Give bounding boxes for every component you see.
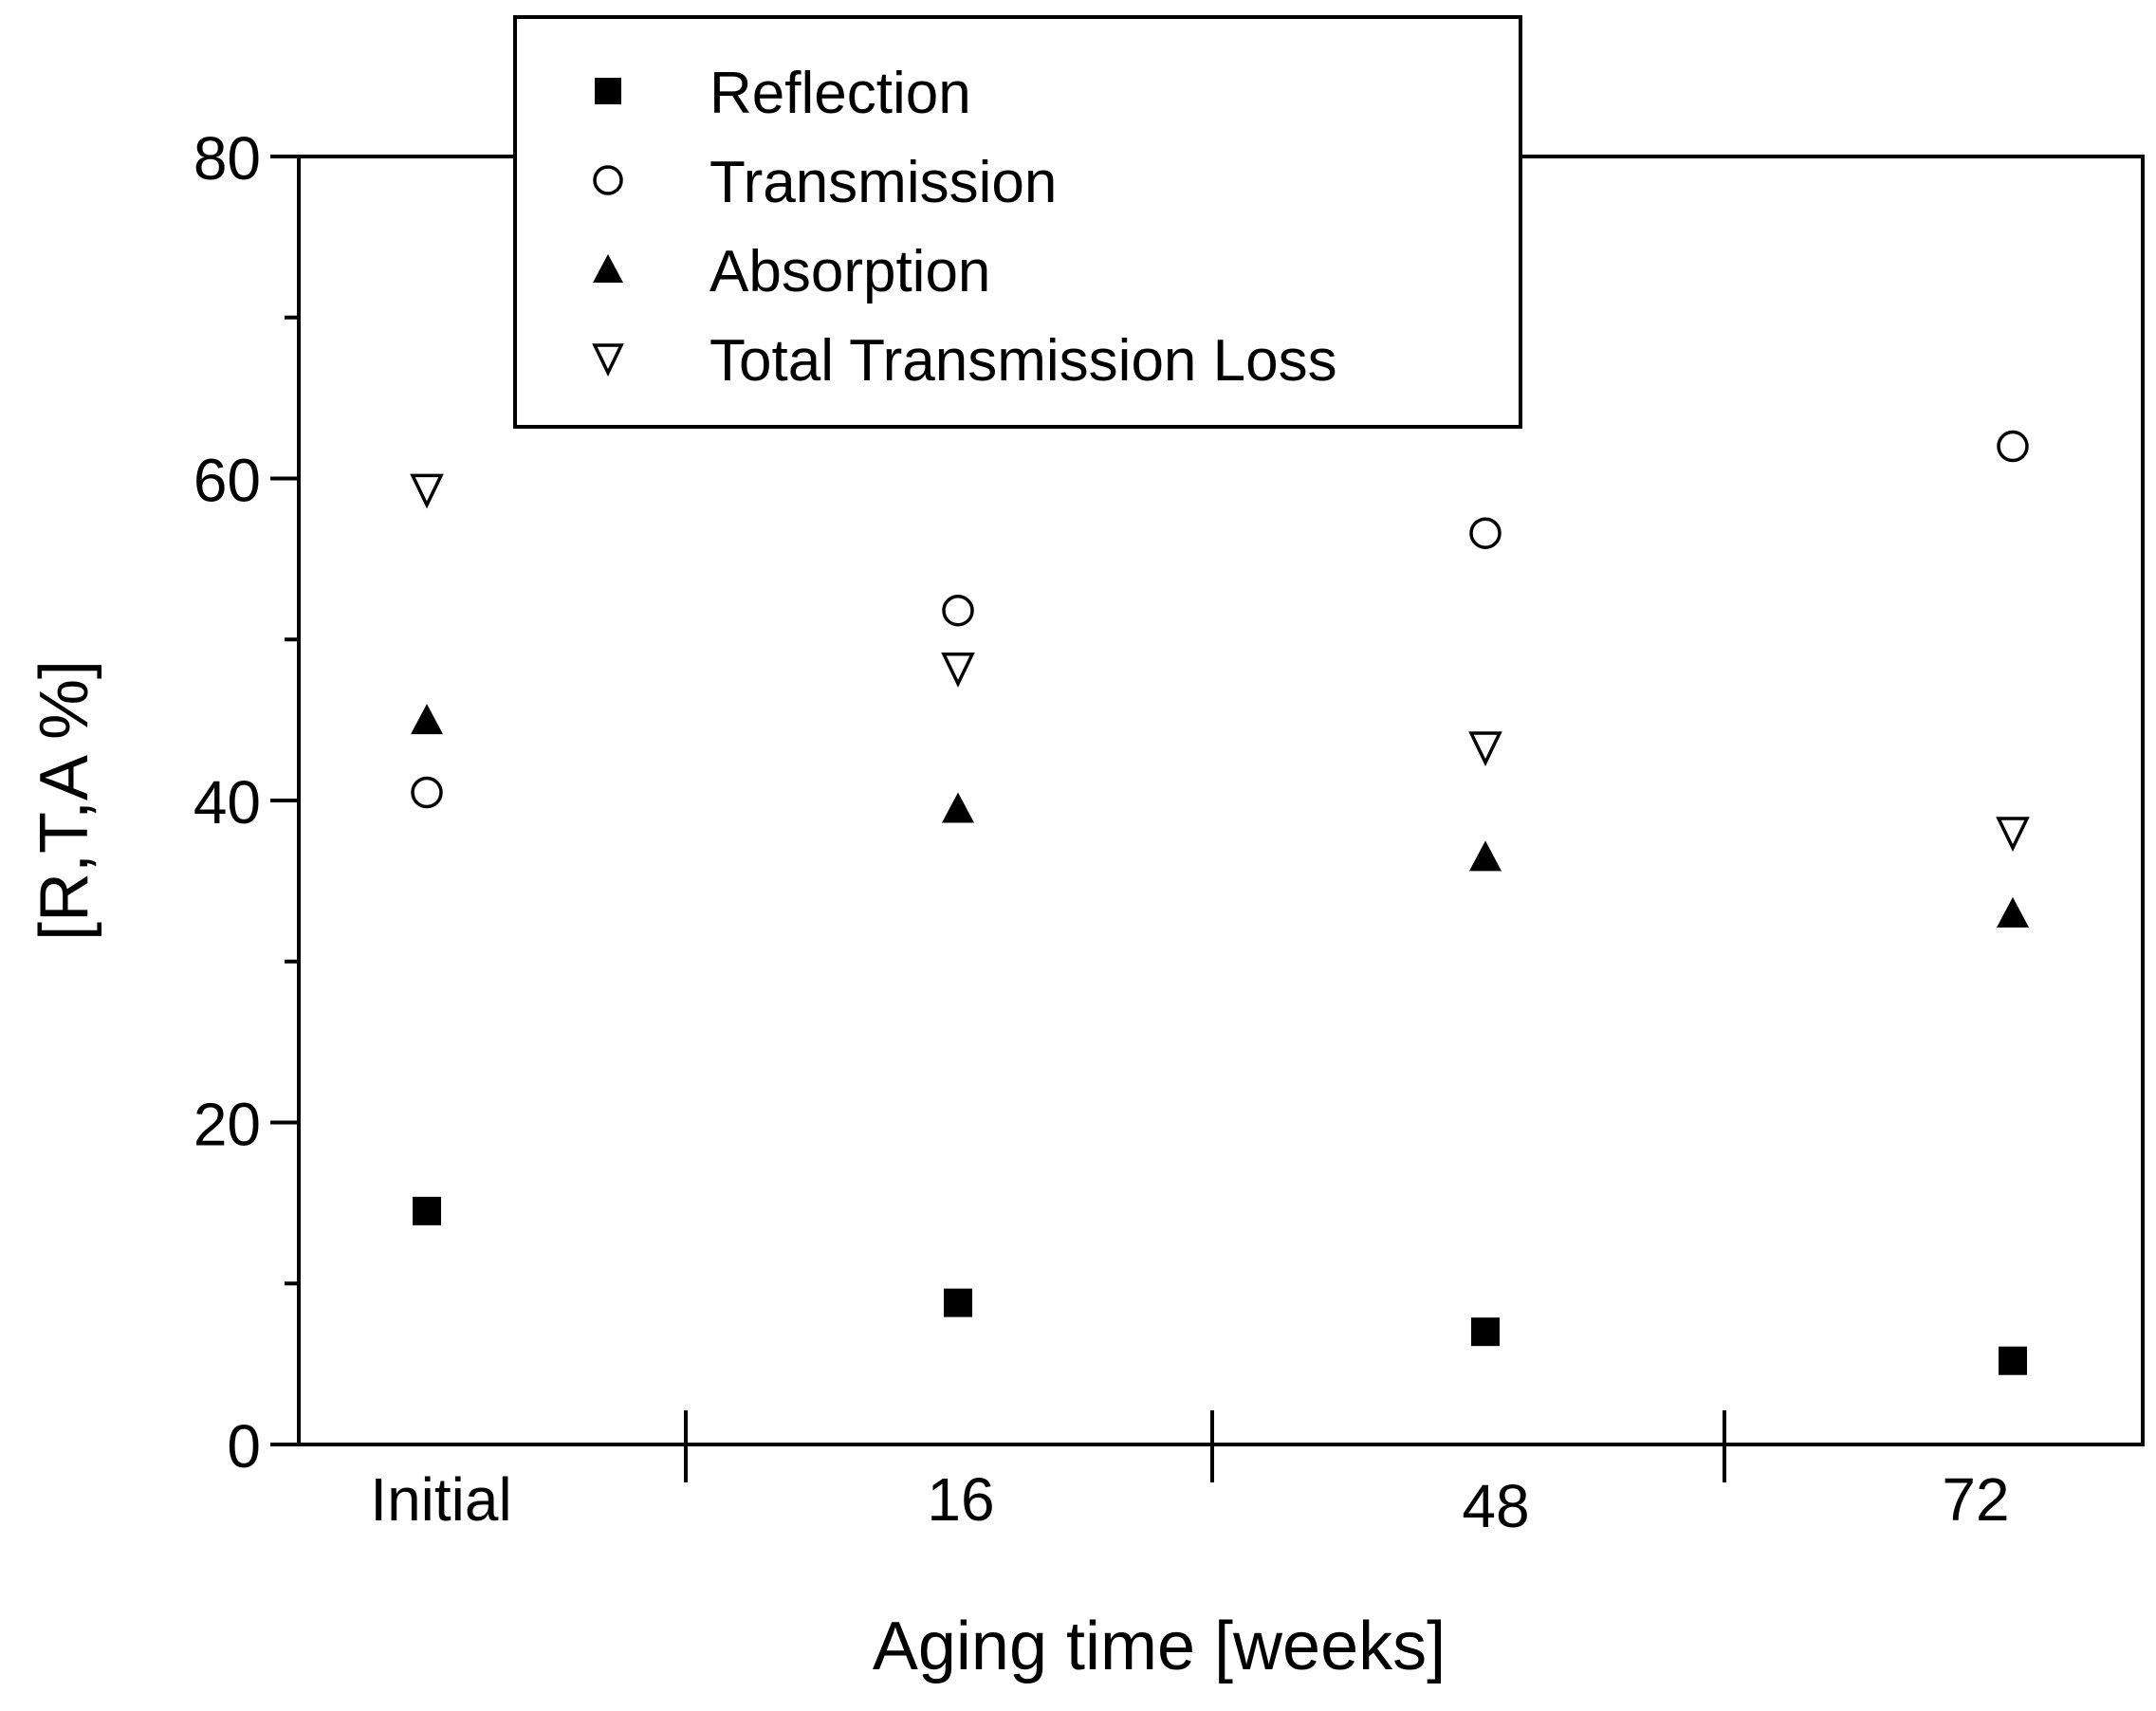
legend-items: Reflection Transmission Absorption Total Tr… [592, 61, 1337, 394]
data-point-total-transmission-loss [410, 473, 444, 509]
data-point-transmission [1469, 517, 1502, 549]
x-tick-label: Initial [370, 1465, 511, 1534]
data-point-absorption [1997, 896, 2029, 928]
data-point-reflection [1999, 1346, 2027, 1375]
data-point-transmission [411, 776, 443, 809]
legend-label: Transmission [709, 150, 1057, 215]
legend-label: Reflection [709, 61, 971, 126]
data-point-total-transmission-loss [1468, 731, 1502, 767]
data-point-reflection [1471, 1317, 1500, 1347]
data-point-absorption [411, 704, 443, 735]
y-tick-label: 80 [193, 124, 261, 193]
legend: Reflection Transmission Absorption Total Tr… [513, 15, 1522, 429]
data-point-transmission [942, 594, 974, 627]
data-point-reflection [944, 1288, 972, 1317]
y-axis: 0 20 40 60 80 [193, 124, 299, 1481]
legend-label: Absorption [709, 239, 990, 304]
x-tick-label: 48 [1462, 1472, 1529, 1540]
x-tick-label: 72 [1942, 1465, 2009, 1534]
data-point-transmission [1997, 430, 2029, 463]
data-point-absorption [942, 792, 974, 823]
x-axis: Initial 16 48 72 [370, 1410, 2010, 1540]
data-point-absorption [1469, 840, 1502, 872]
data-point-total-transmission-loss [1996, 817, 2030, 852]
legend-symbol-absorption [593, 254, 623, 283]
legend-label: Total Transmission Loss [709, 328, 1337, 394]
legend-symbol-total-transmission-loss [592, 343, 624, 377]
legend-box [513, 15, 1522, 429]
data-point-total-transmission-loss [941, 653, 975, 688]
x-axis-title: Aging time [weeks] [873, 1609, 1446, 1684]
x-tick-label: 16 [927, 1465, 994, 1534]
y-tick-label: 20 [193, 1091, 261, 1159]
legend-symbol-transmission [593, 165, 623, 195]
data-point-reflection [413, 1196, 441, 1225]
legend-symbol-reflection [595, 78, 621, 104]
data-markers [410, 430, 2030, 1375]
y-tick-label: 40 [193, 768, 261, 837]
y-tick-label: 0 [227, 1412, 261, 1481]
y-tick-label: 60 [193, 447, 261, 515]
y-axis-title: [R,T,A %] [27, 660, 102, 941]
